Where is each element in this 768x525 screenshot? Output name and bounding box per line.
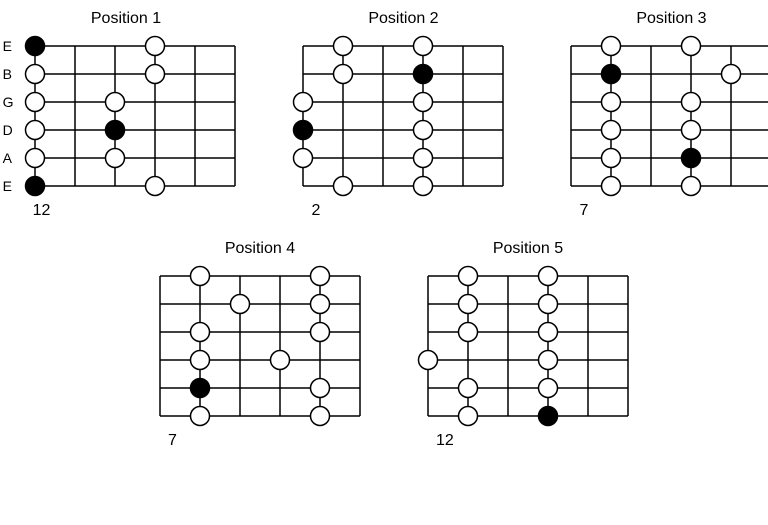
note (146, 177, 165, 196)
note (334, 177, 353, 196)
note (459, 295, 478, 314)
note (539, 323, 558, 342)
note (311, 267, 330, 286)
note (414, 121, 433, 140)
fret-number-label: 12 (436, 432, 454, 450)
note (26, 93, 45, 112)
note (459, 267, 478, 286)
note (602, 121, 621, 140)
note (311, 379, 330, 398)
diagram: Position 3 7 (557, 10, 768, 220)
fret-number-label: 12 (33, 202, 51, 220)
note (294, 93, 313, 112)
diagram-row: Position 4 7 Position 5 12 (10, 240, 768, 450)
note (414, 149, 433, 168)
note (414, 177, 433, 196)
note (146, 37, 165, 56)
fretboard-wrap (414, 264, 642, 428)
string-label: E (3, 39, 14, 53)
note (539, 351, 558, 370)
fretboard-diagram (557, 34, 768, 198)
string-label: D (3, 123, 14, 137)
note-root (26, 37, 45, 56)
scale-diagrams-container: Position 1EBGDAE12Position 22Position 37… (10, 10, 768, 450)
note (311, 323, 330, 342)
note-root (539, 407, 558, 426)
note (191, 323, 210, 342)
fretboard-wrap (146, 264, 374, 428)
note-root (294, 121, 313, 140)
note (682, 177, 701, 196)
note (311, 295, 330, 314)
note (459, 323, 478, 342)
fretboard-diagram (21, 34, 249, 198)
note (191, 267, 210, 286)
string-label: A (3, 151, 14, 165)
note (26, 121, 45, 140)
note (419, 351, 438, 370)
note (539, 379, 558, 398)
note (106, 93, 125, 112)
note (191, 407, 210, 426)
fret-number-label: 2 (311, 202, 320, 220)
diagram-row: Position 1EBGDAE12Position 22Position 37 (10, 10, 768, 220)
note (414, 93, 433, 112)
note-root (414, 65, 433, 84)
note (539, 267, 558, 286)
diagram-title: Position 4 (225, 240, 295, 258)
diagram: Position 4 7 (146, 240, 374, 450)
note (414, 37, 433, 56)
string-labels: EBGDAE (3, 34, 14, 198)
note (26, 65, 45, 84)
string-label: B (3, 67, 14, 81)
diagram-title: Position 3 (636, 10, 706, 28)
note (334, 65, 353, 84)
note (146, 65, 165, 84)
fretboard-diagram (414, 264, 642, 428)
note (26, 149, 45, 168)
fretboard-wrap (289, 34, 517, 198)
note (106, 149, 125, 168)
note (539, 295, 558, 314)
diagram-title: Position 1 (91, 10, 161, 28)
diagram: Position 2 2 (289, 10, 517, 220)
note (682, 93, 701, 112)
string-label: G (3, 95, 14, 109)
note-root (106, 121, 125, 140)
note (682, 121, 701, 140)
note (602, 177, 621, 196)
fretboard-diagram (289, 34, 517, 198)
fretboard-wrap (557, 34, 768, 198)
note (191, 351, 210, 370)
note (271, 351, 290, 370)
note-root (191, 379, 210, 398)
note (334, 37, 353, 56)
fretboard-wrap: EBGDAE (3, 34, 250, 198)
note (311, 407, 330, 426)
note (459, 407, 478, 426)
diagram: Position 5 12 (414, 240, 642, 450)
note (602, 37, 621, 56)
note (459, 379, 478, 398)
fret-number-label: 7 (168, 432, 177, 450)
fretboard-diagram (146, 264, 374, 428)
note (682, 37, 701, 56)
note-root (26, 177, 45, 196)
note (231, 295, 250, 314)
diagram-title: Position 5 (493, 240, 563, 258)
note-root (602, 65, 621, 84)
note (722, 65, 741, 84)
note (294, 149, 313, 168)
note (602, 93, 621, 112)
diagram-title: Position 2 (368, 10, 438, 28)
note-root (682, 149, 701, 168)
diagram: Position 1EBGDAE12 (3, 10, 250, 220)
note (602, 149, 621, 168)
fret-number-label: 7 (579, 202, 588, 220)
string-label: E (3, 179, 14, 193)
